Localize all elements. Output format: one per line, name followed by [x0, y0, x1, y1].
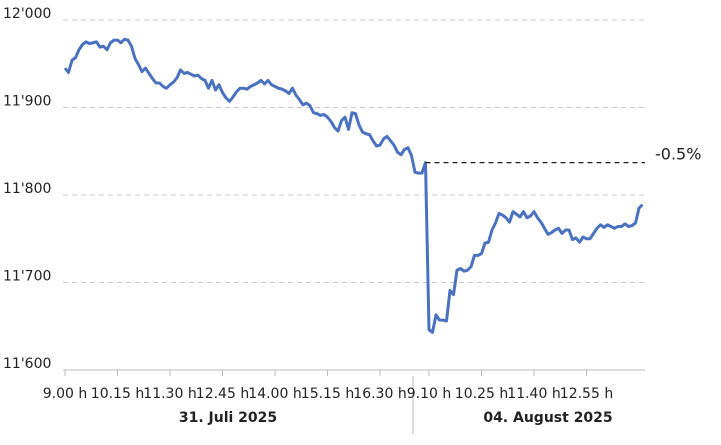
y-tick-label: 11'800 [3, 181, 51, 197]
x-tick-label: 11.30 h [143, 386, 196, 402]
day-label: 31. Juli 2025 [179, 410, 277, 426]
x-tick-label: 12.45 h [196, 386, 249, 402]
y-tick-label: 12'000 [3, 6, 51, 22]
day-label: 04. August 2025 [483, 410, 612, 426]
x-tick-label: 12.55 h [560, 386, 613, 402]
y-tick-label: 11'700 [3, 269, 51, 285]
annotation: -0.5% [655, 145, 701, 164]
x-tick-label: 16.30 h [353, 386, 406, 402]
y-tick-label: 11'600 [3, 356, 51, 372]
x-tick-label: 9.00 h [43, 386, 88, 402]
price-line [63, 37, 644, 334]
x-tick-label: 10.25 h [455, 386, 508, 402]
x-tick-label: 15.15 h [301, 386, 354, 402]
x-tick-label: 11.40 h [507, 386, 560, 402]
x-tick-label: 9.10 h [407, 386, 452, 402]
x-tick-label: 14.00 h [248, 386, 301, 402]
y-tick-label: 11'900 [3, 94, 51, 110]
x-tick-label: 10.15 h [91, 386, 144, 402]
